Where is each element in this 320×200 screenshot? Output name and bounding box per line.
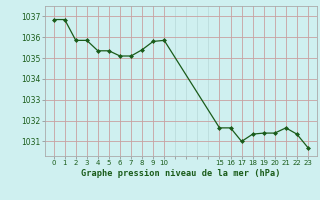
- X-axis label: Graphe pression niveau de la mer (hPa): Graphe pression niveau de la mer (hPa): [81, 169, 281, 178]
